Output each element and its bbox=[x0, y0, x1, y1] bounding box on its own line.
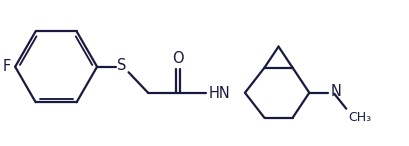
Text: O: O bbox=[172, 51, 184, 66]
Text: S: S bbox=[117, 58, 127, 73]
Text: F: F bbox=[3, 59, 11, 74]
Text: CH₃: CH₃ bbox=[348, 111, 371, 124]
Text: N: N bbox=[330, 84, 341, 99]
Text: HN: HN bbox=[209, 86, 231, 101]
